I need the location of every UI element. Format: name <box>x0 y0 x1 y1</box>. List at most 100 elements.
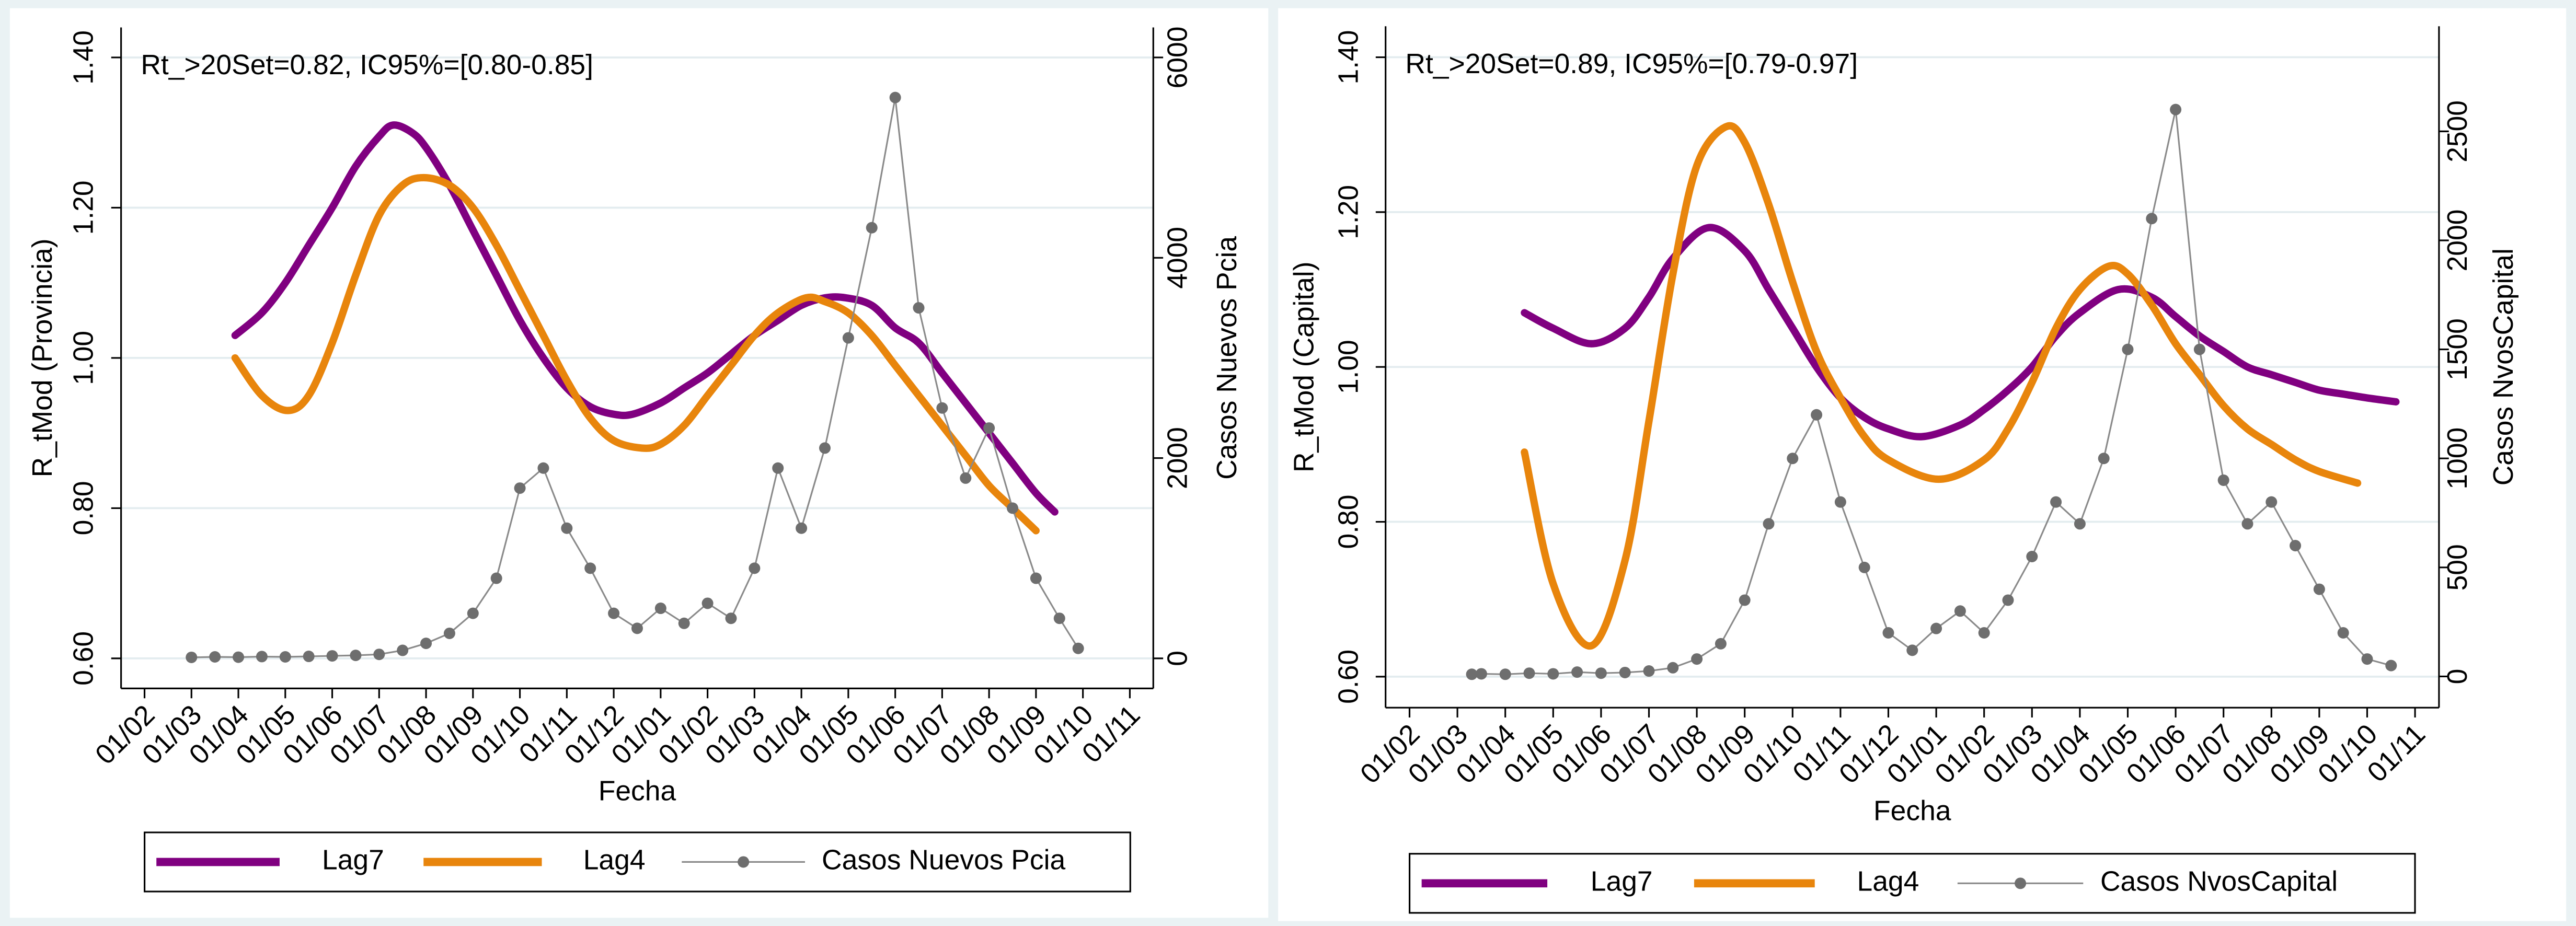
series-marker <box>1739 594 1751 606</box>
legend-swatch-marker <box>738 856 750 868</box>
series-marker <box>1954 605 1966 617</box>
series-marker <box>209 651 221 663</box>
series-marker <box>1834 496 1846 508</box>
y-tick-label: 1.40 <box>68 30 99 85</box>
series-marker <box>1715 638 1727 650</box>
series-marker <box>1466 668 1478 680</box>
series-marker <box>2290 540 2302 552</box>
series-marker <box>1571 666 1583 678</box>
annotation: Rt_>20Set=0.82, IC95%=[0.80-0.85] <box>141 50 593 80</box>
series-marker <box>326 650 338 662</box>
legend <box>1409 853 2416 914</box>
legend-swatch-marker <box>2015 877 2027 889</box>
series-line <box>231 173 1040 535</box>
y-tick-label: 1.20 <box>68 180 99 235</box>
series-marker <box>1072 642 1084 654</box>
series-marker <box>279 651 291 663</box>
series-marker <box>819 442 831 454</box>
series-marker <box>2146 213 2158 225</box>
series-marker <box>678 617 690 629</box>
series-marker <box>561 522 573 534</box>
y2-tick-label: 0 <box>1163 651 1193 666</box>
series-marker <box>2241 518 2253 530</box>
series-marker <box>1499 668 1511 680</box>
series-marker <box>1475 668 1487 680</box>
series-marker <box>842 332 854 344</box>
series-marker <box>397 644 409 656</box>
series-marker <box>631 622 643 634</box>
y-tick-label: 0.60 <box>68 631 99 686</box>
series-marker <box>889 91 901 103</box>
y2-tick-label: 2000 <box>1163 427 1193 489</box>
y2-tick-label: 2000 <box>2442 210 2473 272</box>
annotation: Rt_>20Set=0.89, IC95%=[0.79-0.97] <box>1405 49 1858 79</box>
series-marker <box>490 572 502 584</box>
series-marker <box>1595 667 1607 679</box>
y-tick-label: 1.20 <box>1333 185 1364 239</box>
series-marker <box>373 649 385 661</box>
series-marker <box>2074 518 2086 530</box>
series-line <box>1521 122 2362 650</box>
legend-label: Casos Nuevos Pcia <box>822 845 1065 876</box>
series-marker <box>2361 653 2373 665</box>
series-marker <box>2193 343 2205 355</box>
series-marker <box>1007 502 1019 514</box>
series-marker <box>608 607 620 619</box>
series-marker <box>2026 550 2038 562</box>
series-marker <box>420 638 432 650</box>
series-marker <box>2002 594 2014 606</box>
x-axis-label: Fecha <box>599 776 676 807</box>
y2-tick-label: 1000 <box>2442 427 2473 490</box>
legend-label: Lag7 <box>322 845 384 876</box>
y-axis-label: R_tMod (Capital) <box>1289 261 1320 472</box>
y2-tick-label: 500 <box>2442 544 2473 591</box>
series-marker <box>443 627 455 639</box>
legend-label: Lag7 <box>1591 866 1653 897</box>
y-tick-label: 0.60 <box>1333 650 1364 704</box>
series-marker <box>1691 653 1703 665</box>
series-marker <box>2385 659 2397 672</box>
series-marker <box>1763 518 1775 530</box>
series-marker <box>1053 612 1065 624</box>
series-marker <box>1811 409 1823 421</box>
series-marker <box>303 651 315 663</box>
series-marker <box>1667 662 1679 674</box>
series-marker <box>537 462 549 474</box>
series-marker <box>1547 668 1559 680</box>
series-marker <box>913 302 925 314</box>
series-marker <box>1858 561 1870 573</box>
series-marker <box>1030 572 1042 584</box>
y2-axis-label: Casos Nuevos Pcia <box>1212 236 1243 480</box>
series-marker <box>2313 583 2325 595</box>
series-marker <box>1882 627 1894 639</box>
series-marker <box>2122 343 2134 355</box>
legend-label: Casos NvosCapital <box>2100 866 2338 897</box>
series-marker <box>2217 474 2229 486</box>
series-marker <box>584 562 596 574</box>
y-tick-label: 1.00 <box>1333 340 1364 394</box>
y2-tick-label: 2500 <box>2442 100 2473 163</box>
series-marker <box>983 422 995 434</box>
series-line <box>1471 109 2391 675</box>
y-tick-label: 1.40 <box>1333 30 1364 85</box>
series-marker <box>1978 627 1990 639</box>
series-marker <box>702 597 714 609</box>
series-marker <box>2337 627 2349 639</box>
series-marker <box>1930 622 1942 634</box>
series-marker <box>186 651 198 663</box>
series-marker <box>1787 453 1799 465</box>
x-axis-label: Fecha <box>1873 795 1951 826</box>
series-marker <box>960 472 972 484</box>
y-tick-label: 0.80 <box>1333 495 1364 549</box>
y2-tick-label: 4000 <box>1163 227 1193 289</box>
y2-tick-label: 1500 <box>2442 318 2473 380</box>
series-marker <box>467 607 479 619</box>
series-marker <box>514 482 526 494</box>
series-marker <box>654 603 666 615</box>
series-marker <box>2098 453 2110 465</box>
legend <box>143 831 1131 893</box>
series-marker <box>2050 496 2062 508</box>
series-marker <box>936 402 948 414</box>
series-marker <box>866 222 878 234</box>
